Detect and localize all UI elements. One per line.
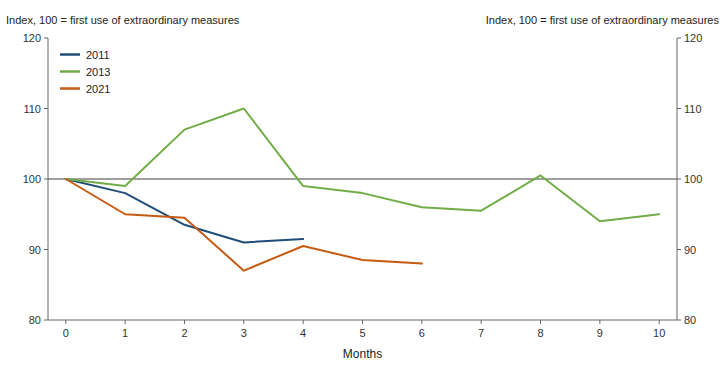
legend-label: 2011 xyxy=(86,49,110,61)
x-tick-label: 4 xyxy=(300,327,306,339)
x-tick xyxy=(184,320,185,324)
series-line xyxy=(66,109,659,222)
y2-tick xyxy=(677,179,681,180)
y-tick-label: 90 xyxy=(29,244,41,256)
x-tick-label: 0 xyxy=(63,327,69,339)
x-tick xyxy=(362,320,363,324)
y-tick xyxy=(44,179,48,180)
legend: 2011 2013 2021 xyxy=(60,49,110,95)
x-tick-label: 8 xyxy=(537,327,543,339)
x-tick-label: 2 xyxy=(181,327,187,339)
legend-label: 2013 xyxy=(86,66,110,78)
x-tick-label: 9 xyxy=(597,327,603,339)
x-tick xyxy=(243,320,244,324)
y-axis-label: Index, 100 = first use of extraordinary … xyxy=(6,14,240,26)
x-tick-label: 10 xyxy=(653,327,665,339)
y-tick-label: 120 xyxy=(23,32,41,44)
x-tick xyxy=(540,320,541,324)
x-tick xyxy=(659,320,660,324)
y-tick-label: 80 xyxy=(29,314,41,326)
x-tick-label: 6 xyxy=(419,327,425,339)
y-tick xyxy=(44,320,48,321)
y2-axis-label: Index, 100 = first use of extraordinary … xyxy=(486,14,720,26)
y2-tick xyxy=(677,249,681,250)
x-tick xyxy=(65,320,66,324)
y-tick-label: 110 xyxy=(23,103,41,115)
legend-swatch xyxy=(60,53,80,56)
y-tick xyxy=(44,108,48,109)
x-tick xyxy=(599,320,600,324)
series-line xyxy=(66,179,303,242)
series-line xyxy=(66,179,422,271)
x-axis-label: Months xyxy=(343,347,382,361)
x-tick xyxy=(303,320,304,324)
plot-area xyxy=(48,109,677,271)
legend-swatch xyxy=(60,87,80,90)
y2-tick-label: 100 xyxy=(684,173,702,185)
legend-label: 2021 xyxy=(86,83,110,95)
y2-tick xyxy=(677,38,681,39)
axes: 0 1 2 3 4 5 6 7 8 9 10 80 90 100 110 120 80 90 100 110 120 xyxy=(23,32,703,339)
x-tick-label: 5 xyxy=(359,327,365,339)
x-tick-label: 7 xyxy=(478,327,484,339)
x-tick-label: 1 xyxy=(122,327,128,339)
reference-line xyxy=(48,178,677,179)
y2-tick-label: 80 xyxy=(684,314,696,326)
x-tick xyxy=(421,320,422,324)
y-tick-label: 100 xyxy=(23,173,41,185)
y2-tick xyxy=(677,108,681,109)
x-tick xyxy=(125,320,126,324)
y2-tick-label: 120 xyxy=(684,32,702,44)
y2-tick-label: 110 xyxy=(684,103,702,115)
y-tick xyxy=(44,38,48,39)
x-tick-label: 3 xyxy=(241,327,247,339)
y-tick xyxy=(44,249,48,250)
chart: 0 1 2 3 4 5 6 7 8 9 10 80 90 100 110 120 80 90 100 110 120 Mo… xyxy=(0,0,725,368)
x-tick xyxy=(481,320,482,324)
y2-tick xyxy=(677,320,681,321)
y2-tick-label: 90 xyxy=(684,244,696,256)
legend-swatch xyxy=(60,70,80,73)
